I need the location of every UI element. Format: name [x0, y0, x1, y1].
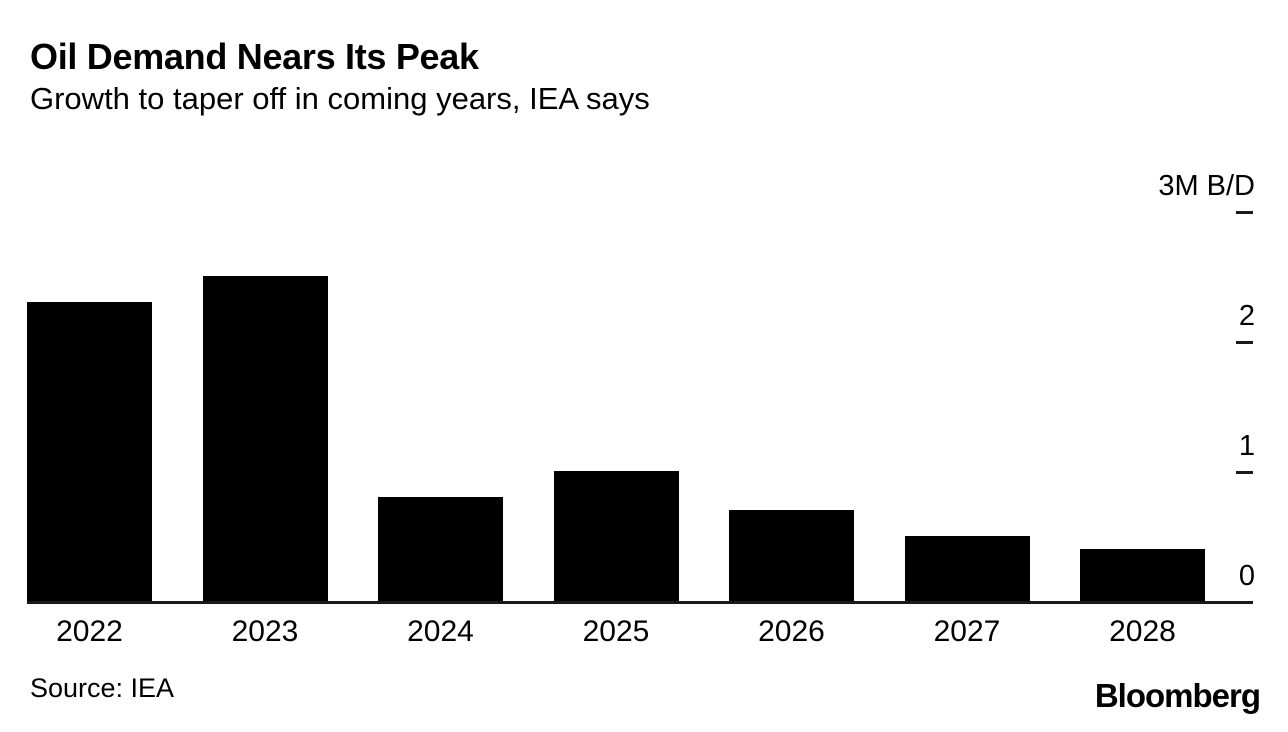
bar-2028 — [1080, 549, 1205, 601]
y-axis-tick-mark-3 — [1236, 211, 1253, 214]
x-axis-label-2026: 2026 — [758, 615, 825, 648]
bloomberg-logo: Bloomberg — [1094, 677, 1261, 714]
x-axis-label-2028: 2028 — [1109, 615, 1176, 648]
y-axis-tick-mark-2 — [1236, 341, 1253, 344]
x-axis-label-2023: 2023 — [231, 615, 299, 648]
y-axis-tick-mark-1 — [1236, 471, 1253, 474]
x-axis-label-2022: 2022 — [56, 615, 123, 648]
bar-2026 — [729, 510, 854, 601]
x-axis-line — [27, 601, 1253, 604]
bar-2025 — [553, 471, 679, 601]
source-label: Source: IEA — [30, 673, 175, 703]
chart-subtitle: Growth to taper off in coming years, IEA… — [30, 81, 650, 116]
x-axis-label-2025: 2025 — [582, 615, 650, 648]
y-axis-label-3: 3M B/D — [1158, 170, 1255, 202]
x-axis-label-2027: 2027 — [933, 615, 1001, 648]
y-axis-label-1: 1 — [1238, 430, 1255, 462]
y-axis-label-2: 2 — [1238, 300, 1255, 332]
chart-title: Oil Demand Nears Its Peak — [30, 36, 479, 77]
bar-2027 — [904, 536, 1030, 601]
bar-2024 — [378, 497, 503, 601]
x-axis-label-2024: 2024 — [407, 615, 474, 648]
bar-2022 — [27, 302, 152, 601]
bar-2023 — [202, 276, 328, 601]
y-axis-label-0: 0 — [1238, 560, 1255, 592]
